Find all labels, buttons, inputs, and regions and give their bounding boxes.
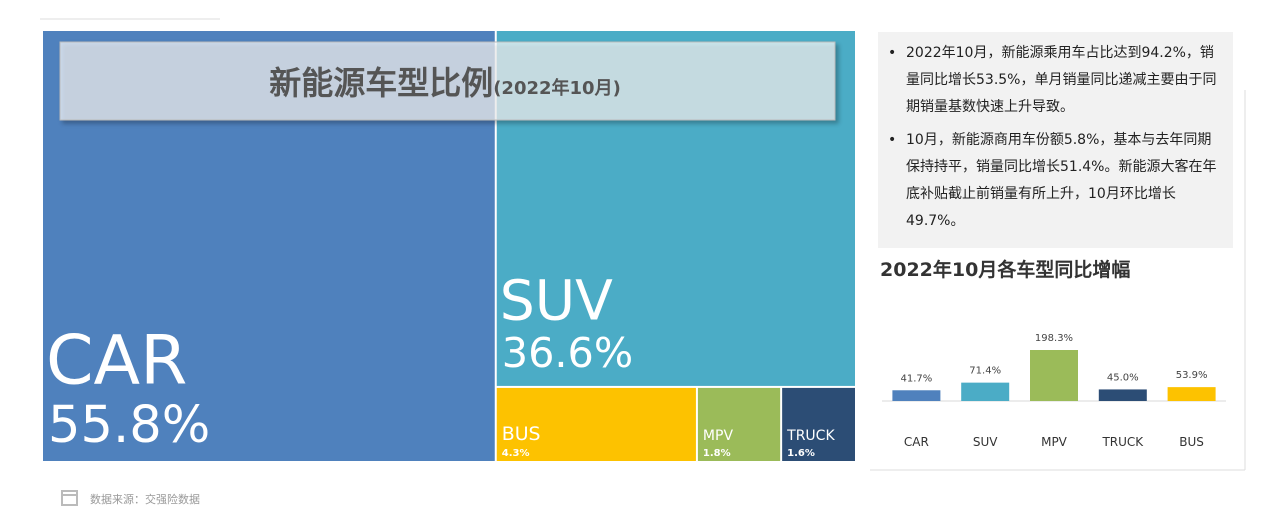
bar xyxy=(961,382,1010,401)
bar xyxy=(1098,389,1147,401)
title: 新能源车型比例 xyxy=(269,64,493,102)
treemap-cell xyxy=(782,387,855,461)
cell-value: 1.8% xyxy=(703,448,731,459)
notes: 2022年10月，新能源乘用车占比达到94.2%，销量同比增长53.5%，单月销… xyxy=(878,32,1233,248)
cell-label: MPV xyxy=(703,428,734,444)
bar xyxy=(1030,350,1078,401)
source-icon xyxy=(61,490,78,506)
bar xyxy=(1167,387,1216,401)
bar-value-label: 53.9% xyxy=(1176,370,1208,381)
cell-label: SUV xyxy=(500,269,613,333)
bar-value-label: 198.3% xyxy=(1035,333,1073,344)
bar xyxy=(892,390,941,401)
treemap-cell xyxy=(697,387,781,461)
note: 2022年10月，新能源乘用车占比达到94.2%，销量同比增长53.5%，单月销… xyxy=(888,40,1221,121)
cell-value: 55.8% xyxy=(48,396,210,455)
cell-label: TRUCK xyxy=(786,428,835,444)
bar-title: 2022年10月各车型同比增幅 xyxy=(880,258,1130,281)
x-tick-label: CAR xyxy=(904,435,929,449)
cell-value: 36.6% xyxy=(502,329,633,377)
treemap-cell xyxy=(496,387,696,461)
x-tick-label: SUV xyxy=(973,435,998,449)
cell-value: 1.6% xyxy=(787,448,815,459)
treemap-title: 新能源车型比例(2022年10月) xyxy=(269,64,621,102)
cell-value: 4.3% xyxy=(502,448,530,459)
note: 10月，新能源商用车份额5.8%，基本与去年同期保持持平，销量同比增长51.4%… xyxy=(888,127,1221,235)
x-tick-label: MPV xyxy=(1041,435,1068,449)
bar-value-label: 41.7% xyxy=(901,373,933,384)
bar-chart: 41.7% CAR 71.4% SUV 198.3% MPV 45.0% TRUCK 53.9%… xyxy=(882,333,1226,449)
cell-label: CAR xyxy=(46,321,187,400)
x-tick-label: BUS xyxy=(1179,435,1204,449)
bar-value-label: 71.4% xyxy=(969,366,1001,377)
subtitle: (2022年10月) xyxy=(493,77,621,99)
cell-label: BUS xyxy=(502,423,541,445)
bar-value-label: 45.0% xyxy=(1107,372,1139,383)
x-tick-label: TRUCK xyxy=(1101,435,1144,449)
title-banner xyxy=(59,41,836,121)
source: 数据来源：交强险数据 xyxy=(90,492,200,506)
